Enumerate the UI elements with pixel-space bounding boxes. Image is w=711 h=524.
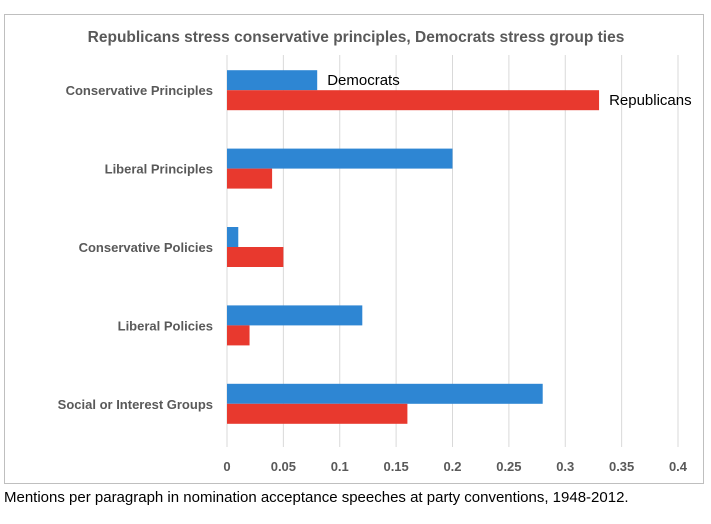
bar-democrats-4 [227, 383, 543, 404]
bar-republicans-0 [227, 90, 600, 111]
chart-caption: Mentions per paragraph in nomination acc… [4, 489, 629, 506]
x-tick-label: 0 [223, 459, 230, 474]
category-label: Conservative Principles [66, 83, 213, 98]
category-label: Conservative Policies [79, 240, 213, 255]
x-tick-label: 0.35 [609, 459, 634, 474]
x-tick-label: 0.2 [443, 459, 461, 474]
chart-frame: Republicans stress conservative principl… [4, 14, 704, 484]
bar-republicans-1 [227, 168, 273, 189]
bar-republicans-2 [227, 247, 284, 267]
bar-republicans-4 [227, 403, 408, 424]
bar-democrats-0 [227, 70, 318, 91]
bar-chart: Republicans stress conservative principl… [58, 29, 692, 474]
x-tick-label: 0.3 [556, 459, 574, 474]
x-tick-label: 0.25 [496, 459, 521, 474]
bar-democrats-2 [227, 227, 239, 247]
chart-title: Republicans stress conservative principl… [88, 29, 625, 46]
x-tick-label: 0.05 [271, 459, 296, 474]
x-tick-label: 0.15 [383, 459, 408, 474]
x-tick-label: 0.4 [669, 459, 688, 474]
bar-democrats-3 [227, 305, 363, 326]
legend-label-democrats: Democrats [327, 72, 400, 89]
category-label: Liberal Policies [118, 318, 213, 333]
legend-label-republicans: Republicans [609, 92, 692, 109]
bar-republicans-3 [227, 325, 250, 346]
category-label: Social or Interest Groups [58, 397, 213, 412]
bar-democrats-1 [227, 148, 453, 169]
category-label: Liberal Principles [105, 162, 213, 177]
x-tick-label: 0.1 [331, 459, 349, 474]
